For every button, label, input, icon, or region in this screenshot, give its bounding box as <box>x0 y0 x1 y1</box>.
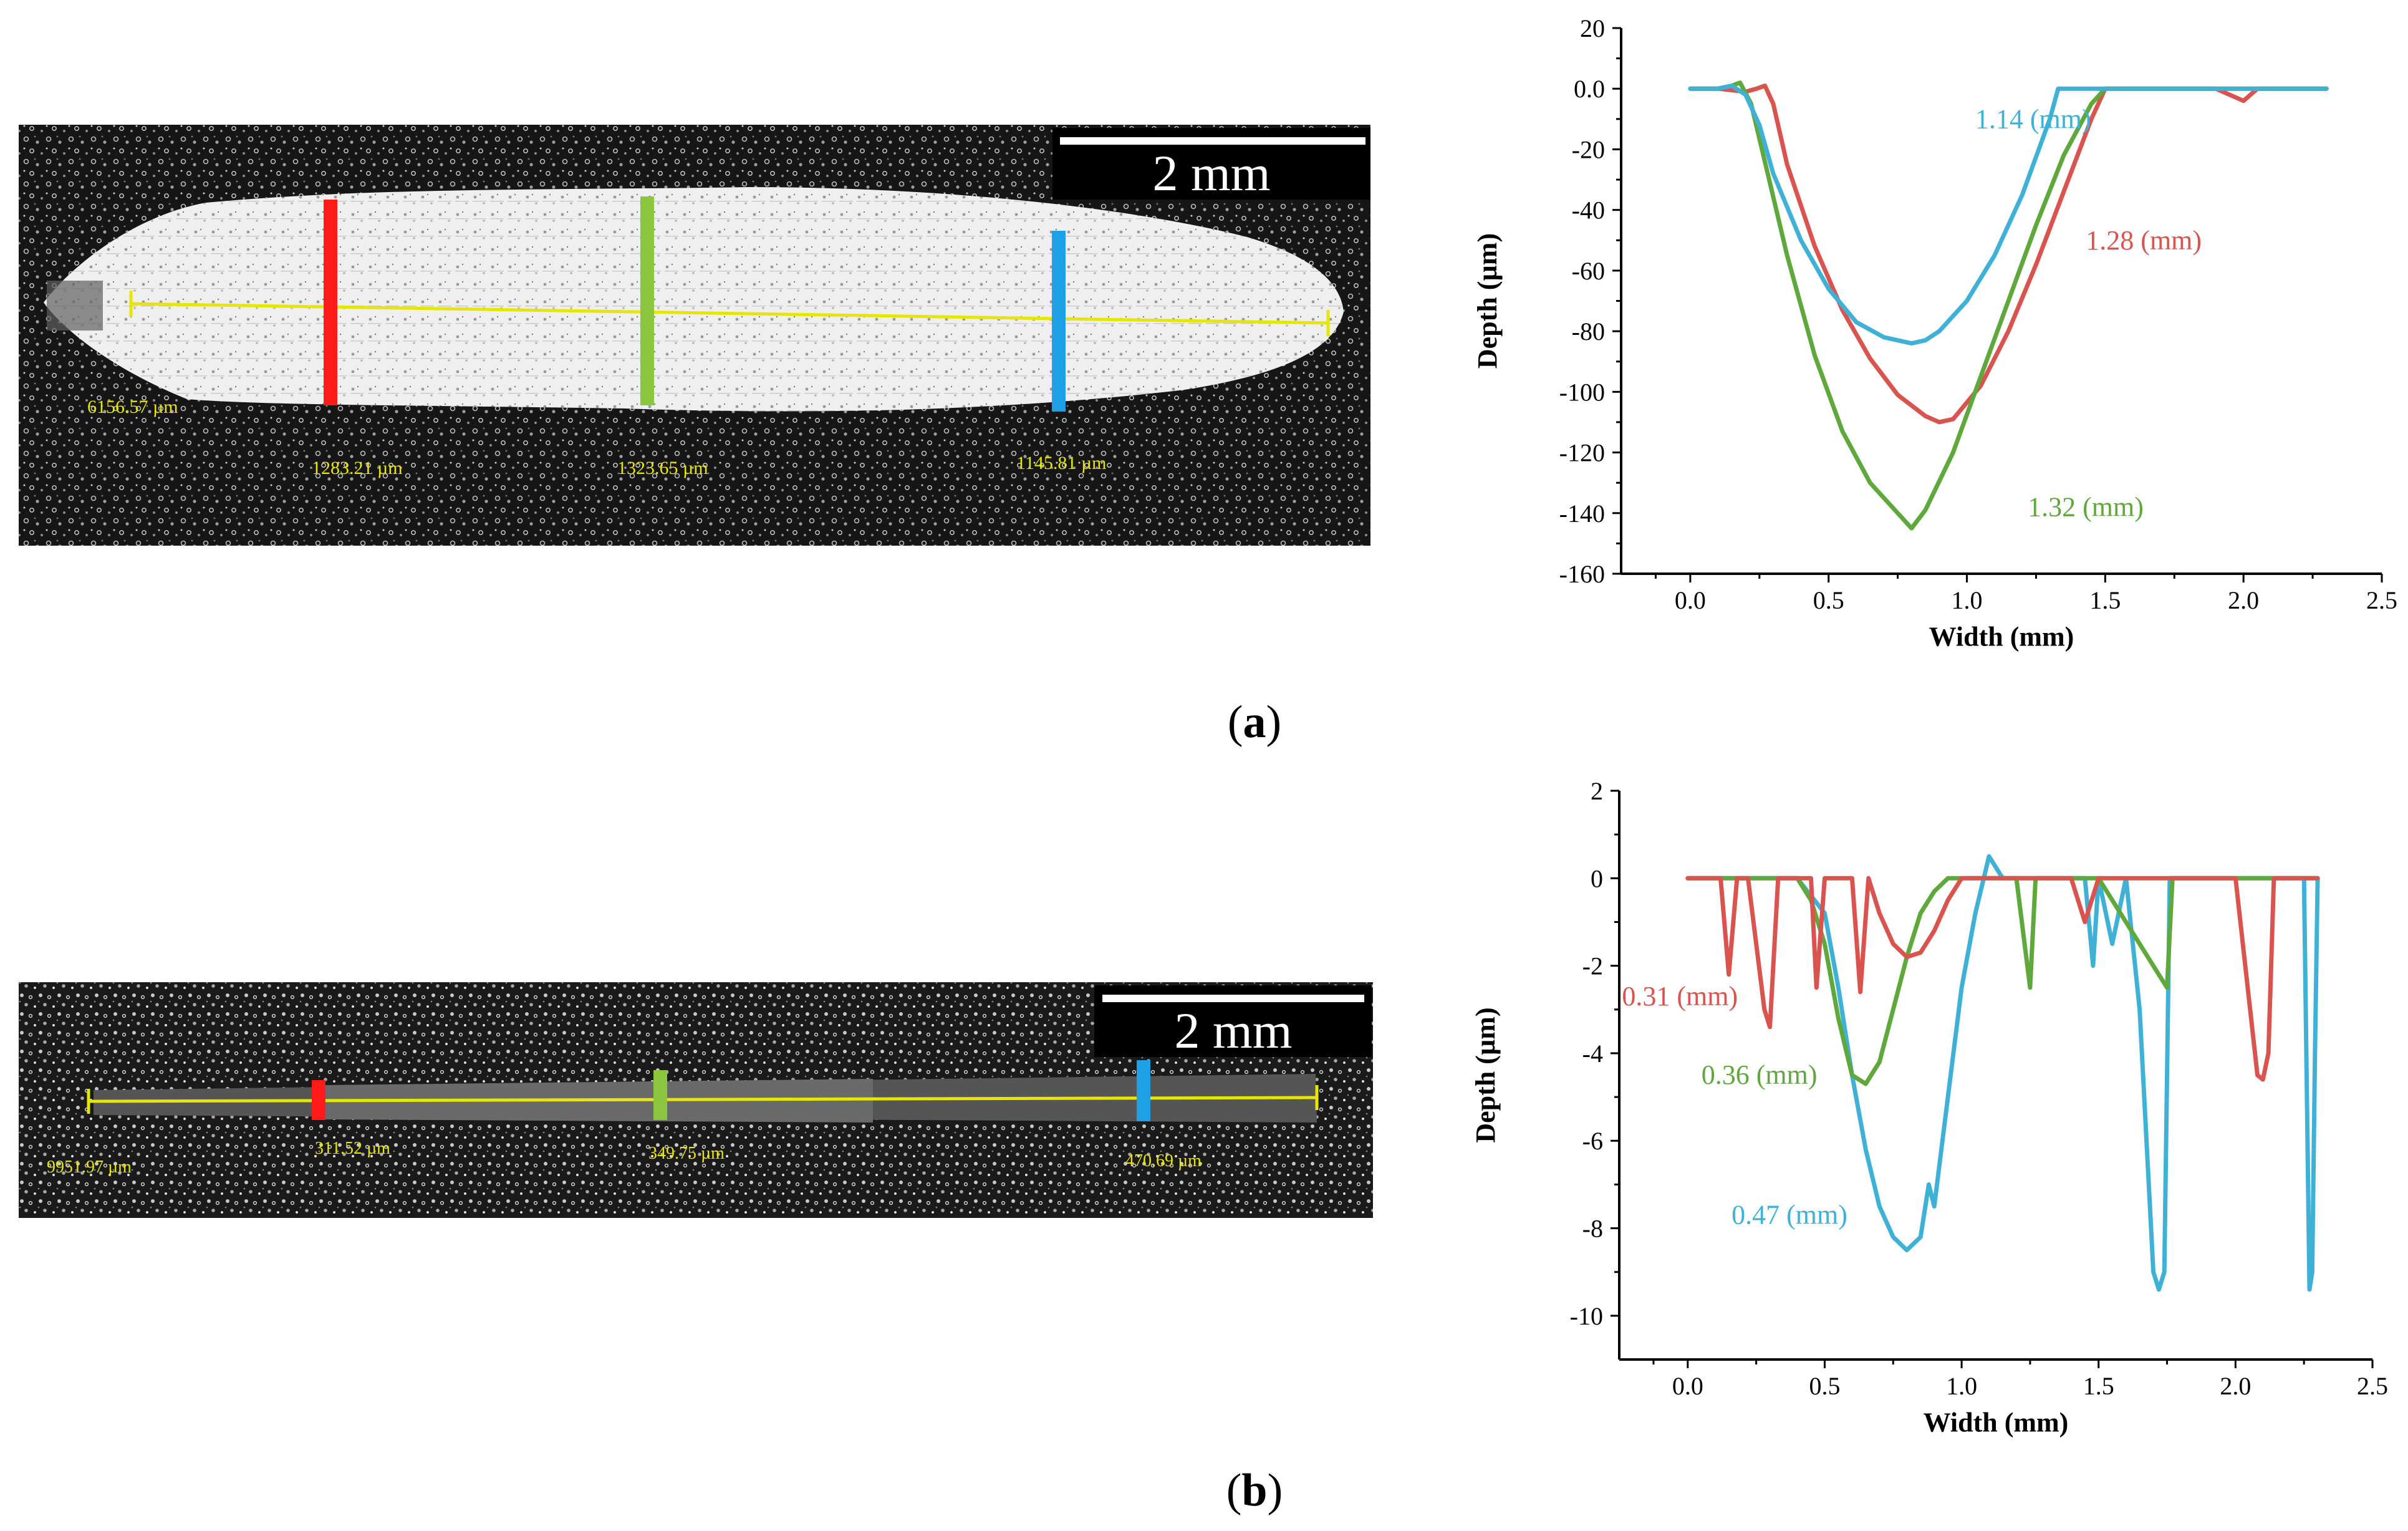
micrograph-b: 9951.97 µm 311.52 µm 349.75 µm 470.69 µm… <box>19 982 1373 1218</box>
scale-bar-label-a: 2 mm <box>1152 145 1270 201</box>
length-measure-line-b <box>88 1096 1317 1103</box>
y-tick-label: -8 <box>1582 1215 1603 1243</box>
x-axis-label: Width (mm) <box>1924 1407 2069 1437</box>
width-bar-green-b <box>653 1070 667 1120</box>
x-tick-label: 2.0 <box>2228 586 2259 614</box>
y-tick-label: 20 <box>1580 14 1605 42</box>
y-tick-label: -2 <box>1582 952 1603 980</box>
width-measure-green-b: 349.75 µm <box>648 1144 725 1163</box>
series-annotation: 0.47 (mm) <box>1731 1200 1847 1230</box>
x-tick-label: 1.0 <box>1952 586 1983 614</box>
y-tick-label: -140 <box>1559 500 1605 528</box>
series-line-red <box>1685 876 2320 1082</box>
x-tick-label: 1.0 <box>1946 1372 1977 1400</box>
series-annotation: 1.14 (mm) <box>1975 104 2091 134</box>
y-tick-label: -4 <box>1582 1040 1603 1068</box>
panel-label-a: (a) <box>1228 697 1281 748</box>
series-line-red <box>1688 83 2329 425</box>
y-axis-label: Depth (µm) <box>1472 233 1503 369</box>
panel-label-b: (b) <box>1226 1465 1283 1516</box>
series-line-green <box>1685 876 2320 1086</box>
x-tick-label: 0.5 <box>1813 586 1844 614</box>
y-tick-label: -40 <box>1572 196 1605 225</box>
x-tick-label: 1.5 <box>2089 586 2121 614</box>
scale-bar-b <box>1102 995 1364 1002</box>
y-tick-label: 2 <box>1591 777 1603 805</box>
width-measure-blue-b: 470.69 µm <box>1125 1151 1202 1171</box>
y-tick-label: -60 <box>1572 257 1605 285</box>
wear-track-a <box>44 187 1344 412</box>
series-annotation: 0.36 (mm) <box>1702 1060 1818 1090</box>
x-tick-label: 2.0 <box>2220 1372 2251 1400</box>
x-axis-label: Width (mm) <box>1929 621 2074 652</box>
width-measure-green-a: 1323.65 µm <box>617 458 708 478</box>
width-measure-red-b: 311.52 µm <box>315 1139 390 1158</box>
width-bar-red-a <box>324 200 337 405</box>
y-tick-label: -100 <box>1559 378 1605 406</box>
width-bar-blue-a <box>1052 231 1066 412</box>
depth-profile-chart-a: 20 0.0 -20 -40 -60 -80 -100 -120 -140 -160 0.0 0.5 1… <box>1472 14 2397 652</box>
x-tick-label: 2.5 <box>2357 1372 2388 1400</box>
y-tick-label: -20 <box>1572 135 1605 163</box>
width-measure-blue-a: 1145.81 µm <box>1016 453 1107 473</box>
y-axis-label: Depth (µm) <box>1470 1007 1501 1142</box>
y-tick-label: 0 <box>1591 864 1603 892</box>
length-measure-b: 9951.97 µm <box>47 1157 132 1177</box>
x-tick-label: 0.5 <box>1809 1372 1840 1400</box>
y-tick-label: -160 <box>1559 560 1605 588</box>
y-tick-label: -6 <box>1582 1127 1603 1155</box>
width-measure-red-a: 1283.21 µm <box>312 458 403 478</box>
y-tick-label: -80 <box>1572 317 1605 345</box>
width-bar-red-b <box>312 1080 325 1120</box>
width-bar-blue-b <box>1137 1060 1150 1121</box>
depth-profile-chart-b: 2 0 -2 -4 -6 -8 -10 0.0 0.5 1.0 1.5 2.0 2.5 Width (mm… <box>1470 777 2388 1437</box>
series-annotation: 1.28 (mm) <box>2086 225 2202 256</box>
wear-track-a-start <box>47 281 103 331</box>
y-tick-label: 0.0 <box>1574 75 1605 103</box>
scale-bar-a <box>1060 137 1365 145</box>
y-tick-label: -10 <box>1570 1302 1603 1330</box>
scale-bar-label-b: 2 mm <box>1174 1002 1292 1059</box>
series-annotation: 1.32 (mm) <box>2028 492 2144 523</box>
x-tick-label: 0.0 <box>1672 1372 1703 1400</box>
series-line-blue <box>1688 83 2329 346</box>
y-tick-label: -120 <box>1559 439 1605 467</box>
x-tick-label: 0.0 <box>1675 586 1706 614</box>
series-annotation: 0.31 (mm) <box>1622 981 1738 1012</box>
width-bar-green-a <box>640 196 654 405</box>
x-tick-label: 1.5 <box>2083 1372 2114 1400</box>
x-tick-label: 2.5 <box>2366 586 2397 614</box>
micrograph-a: 6156.57 µm 1283.21 µm 1323.65 µm 1145.81… <box>19 125 1370 546</box>
length-measure-a: 6156.57 µm <box>87 397 178 417</box>
